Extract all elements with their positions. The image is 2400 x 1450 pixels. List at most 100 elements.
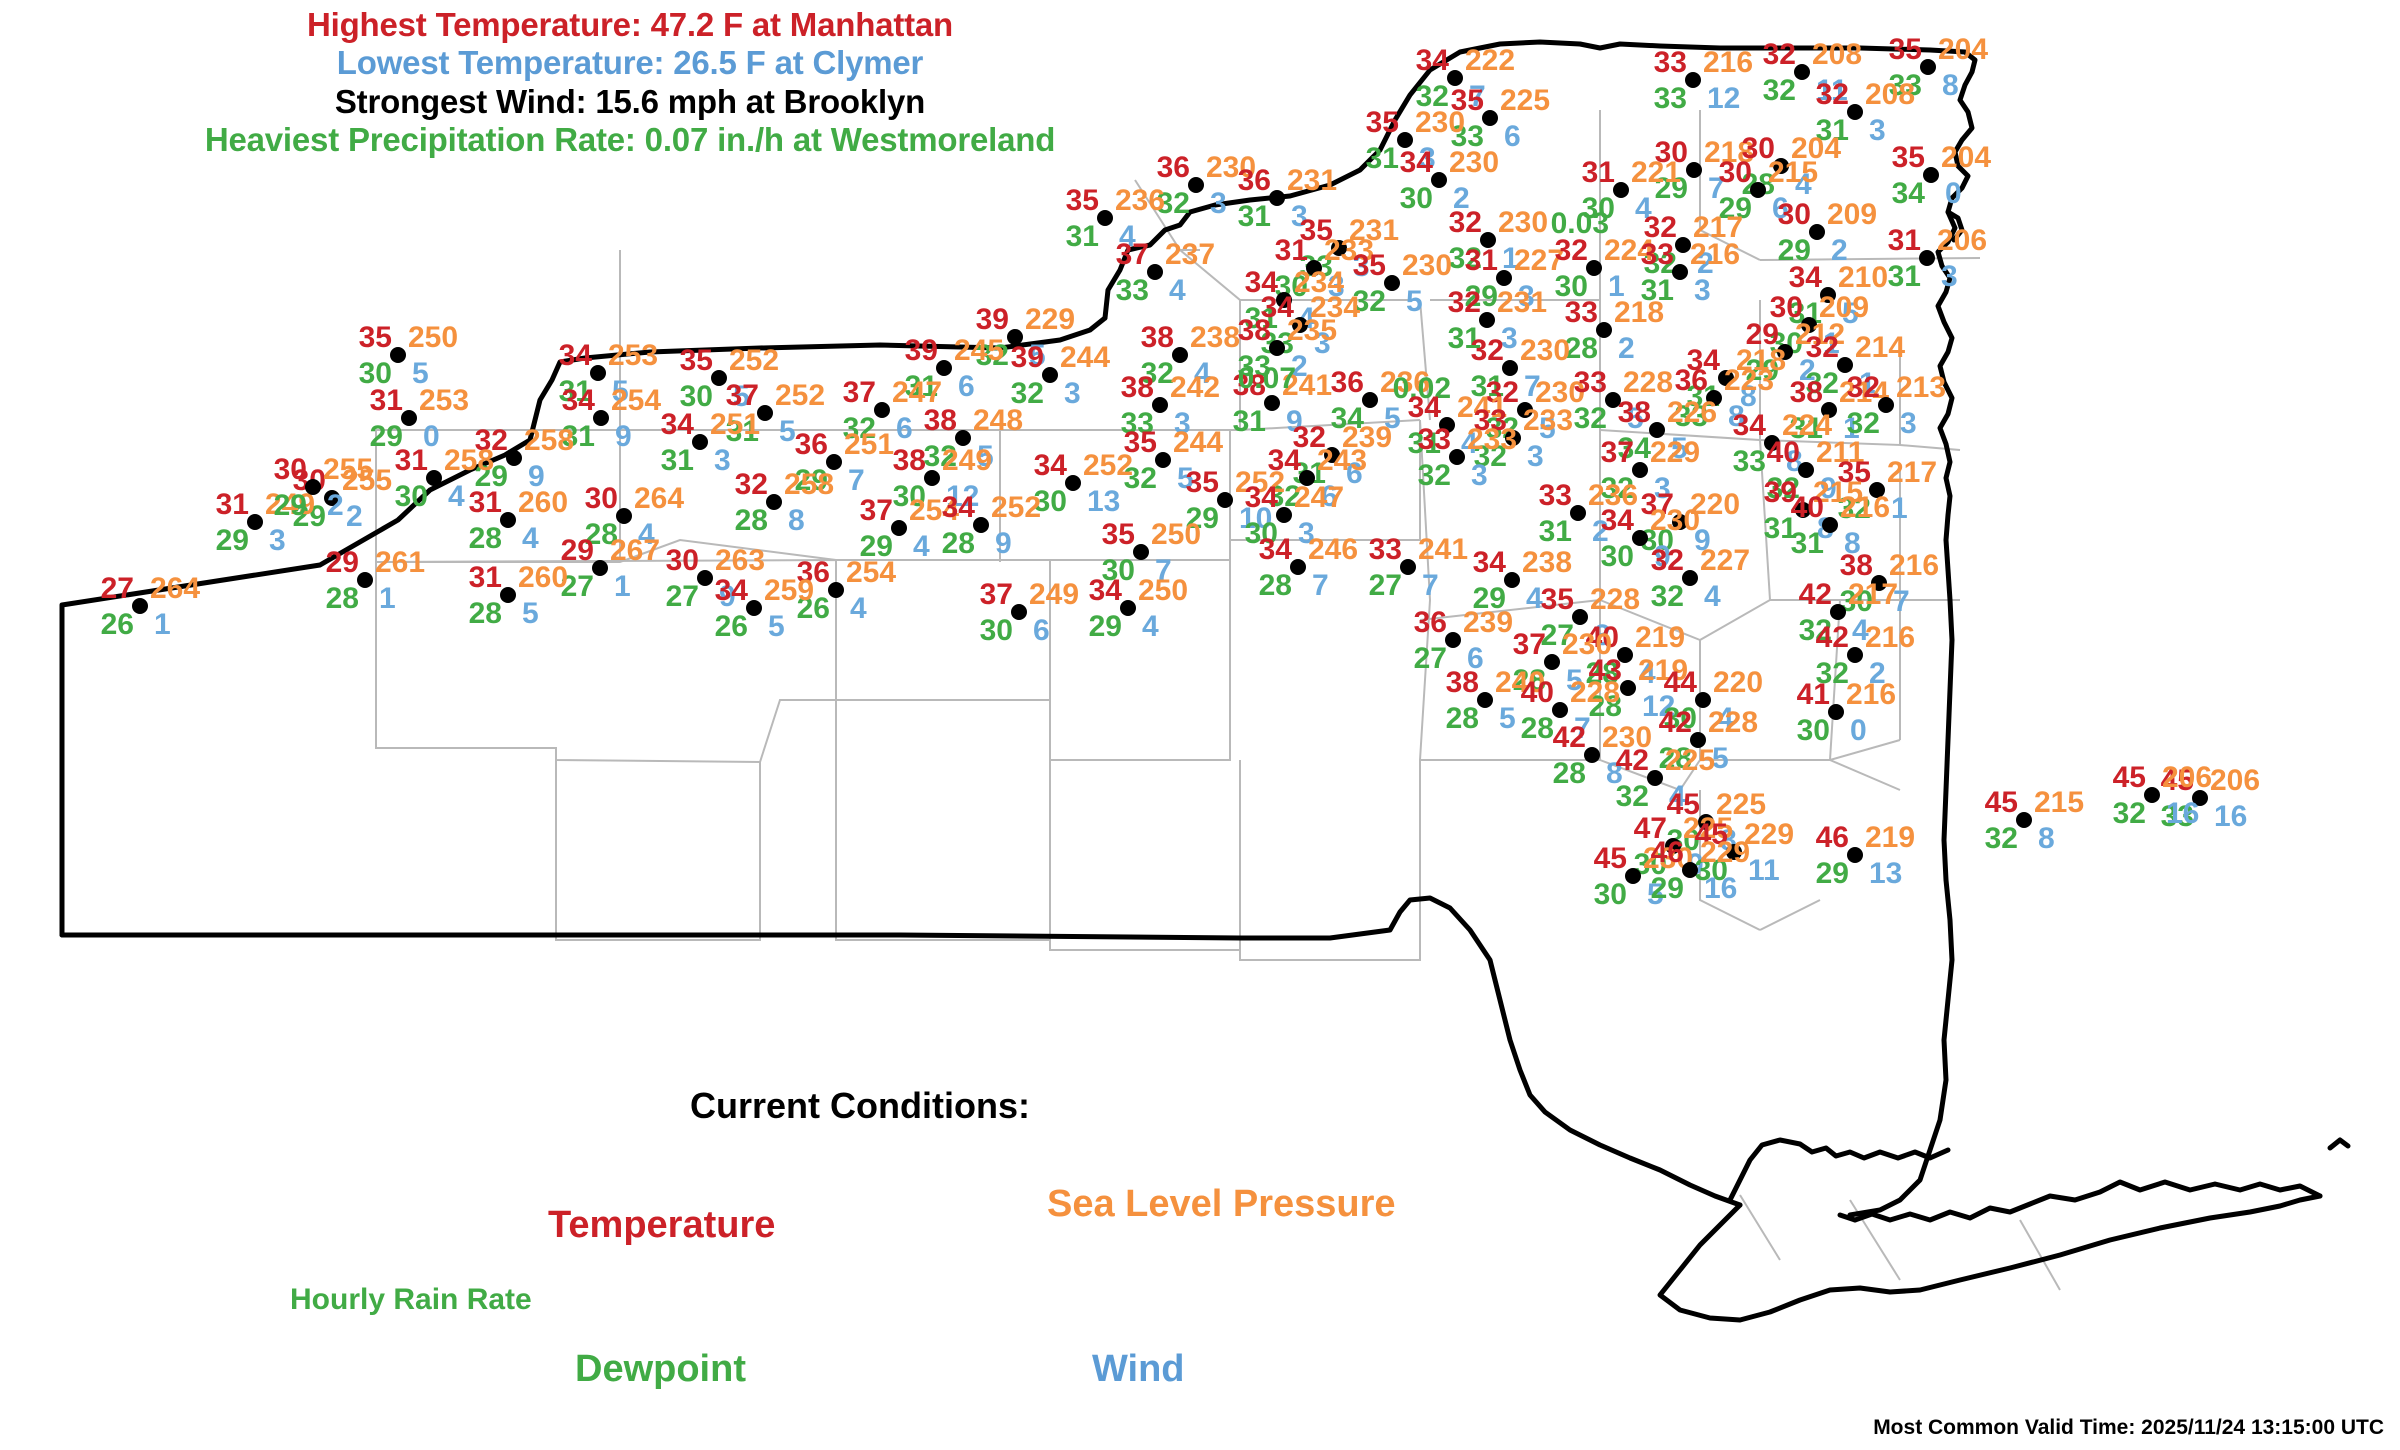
- station-dot-icon: [2016, 812, 2032, 828]
- station-pressure: 225: [1665, 744, 1716, 777]
- station-dot-icon: [1847, 847, 1863, 863]
- station-dot-icon: [1449, 449, 1465, 465]
- station-dot-icon: [1830, 604, 1846, 620]
- station-pressure: 241: [1282, 369, 1333, 402]
- station-pressure: 238: [1522, 546, 1573, 579]
- station-dot-icon: [1682, 570, 1698, 586]
- station-dewpoint: 32: [1473, 440, 1507, 473]
- station-temperature: 34: [1732, 409, 1766, 442]
- station-temperature: 31: [1274, 234, 1308, 267]
- station-dewpoint: 30: [1399, 182, 1433, 215]
- station-wind: 6: [1346, 457, 1363, 490]
- station-temperature: 37: [1512, 628, 1546, 661]
- station-dot-icon: [1682, 862, 1698, 878]
- station-dewpoint: 30: [679, 380, 713, 413]
- station-pressure: 260: [518, 561, 569, 594]
- station-wind: 1: [1891, 492, 1908, 525]
- station-temperature: 32: [1470, 334, 1504, 367]
- station-dot-icon: [506, 450, 522, 466]
- station-pressure: 213: [1896, 371, 1947, 404]
- station-pressure: 243: [1317, 444, 1368, 477]
- station-temperature: 35: [1123, 426, 1157, 459]
- station-temperature: 46: [1650, 836, 1684, 869]
- station-pressure: 233: [1523, 404, 1574, 437]
- station-temperature: 33: [1538, 479, 1572, 512]
- station-pressure: 246: [1308, 533, 1359, 566]
- station-temperature: 32: [1292, 421, 1326, 454]
- station-dewpoint: 27: [1368, 569, 1402, 602]
- station-dot-icon: [1586, 260, 1602, 276]
- station-dot-icon: [500, 587, 516, 603]
- station-wind: 7: [1893, 585, 1910, 618]
- station-dewpoint: 30: [979, 614, 1013, 647]
- station-pressure: 227: [1700, 544, 1751, 577]
- station-dot-icon: [1172, 347, 1188, 363]
- station-pressure: 219: [1638, 654, 1689, 687]
- station-temperature: 35: [1299, 214, 1333, 247]
- station-temperature: 31: [369, 384, 403, 417]
- station-pressure: 249: [1029, 578, 1080, 611]
- station-pressure: 267: [610, 534, 661, 567]
- station-dewpoint: 32: [1815, 657, 1849, 690]
- station-pressure: 231: [1287, 164, 1338, 197]
- station-wind: 3: [1869, 114, 1886, 147]
- station-temperature: 34: [1788, 261, 1822, 294]
- station-dewpoint: 29: [859, 530, 893, 563]
- station-dewpoint: 32: [1846, 407, 1880, 440]
- station-dot-icon: [1264, 395, 1280, 411]
- station-dot-icon: [936, 360, 952, 376]
- station-pressure: 245: [954, 334, 1005, 367]
- station-pressure: 263: [715, 544, 766, 577]
- station-dewpoint: 28: [1520, 712, 1554, 745]
- station-dewpoint: 28: [1552, 757, 1586, 790]
- legend-wind: Wind: [1092, 1348, 1185, 1390]
- station-temperature: 35: [1365, 106, 1399, 139]
- station-dewpoint: 31: [1407, 427, 1441, 460]
- station-pressure: 218: [1736, 344, 1787, 377]
- station-pressure: 258: [784, 468, 835, 501]
- station-wind: 11: [1748, 854, 1780, 887]
- station-temperature: 42: [1658, 706, 1692, 739]
- station-dewpoint: 28: [734, 504, 768, 537]
- station-dewpoint: 28: [1588, 690, 1622, 723]
- station-dot-icon: [324, 490, 340, 506]
- station-temperature: 45: [1984, 786, 2018, 819]
- station-wind: 2: [346, 500, 363, 533]
- station-dot-icon: [1750, 182, 1766, 198]
- station-dot-icon: [401, 410, 417, 426]
- station-temperature: 35: [1540, 583, 1574, 616]
- station-pressure: 227: [1514, 244, 1565, 277]
- station-dewpoint: 31: [1790, 527, 1824, 560]
- station-dewpoint: 32: [1643, 247, 1677, 280]
- station-pressure: 230: [1415, 106, 1466, 139]
- station-wind: 2: [327, 489, 344, 522]
- station-dot-icon: [426, 470, 442, 486]
- station-wind: 7: [1574, 712, 1591, 745]
- station-pressure: 216: [1690, 238, 1741, 271]
- station-temperature: 36: [796, 556, 830, 589]
- station-wind: 6: [1033, 614, 1050, 647]
- station-dewpoint: 32: [1123, 462, 1157, 495]
- station-wind: 8: [788, 504, 805, 537]
- station-pressure: 253: [608, 339, 659, 372]
- heaviest-precipitation-line: Heaviest Precipitation Rate: 0.07 in./h …: [204, 120, 1056, 158]
- station-dot-icon: [1479, 312, 1495, 328]
- station-dot-icon: [1685, 72, 1701, 88]
- station-temperature: 34: [1399, 146, 1433, 179]
- station-dot-icon: [1217, 492, 1233, 508]
- station-pressure: 252: [1235, 466, 1286, 499]
- station-wind: 4: [1142, 610, 1159, 643]
- station-dot-icon: [692, 434, 708, 450]
- station-wind: 5: [1627, 402, 1644, 435]
- station-dewpoint: 33: [1450, 120, 1484, 153]
- station-pressure: 248: [973, 404, 1024, 437]
- station-dewpoint: 28: [1445, 702, 1479, 735]
- station-dewpoint: 29: [1815, 857, 1849, 890]
- station-dot-icon: [1570, 505, 1586, 521]
- station-temperature: 30: [665, 544, 699, 577]
- station-dewpoint: 32: [1573, 402, 1607, 435]
- station-dot-icon: [1773, 158, 1789, 174]
- station-wind: 3: [1328, 270, 1345, 303]
- station-dewpoint: 30: [1663, 702, 1697, 735]
- station-wind: 11: [1816, 74, 1848, 107]
